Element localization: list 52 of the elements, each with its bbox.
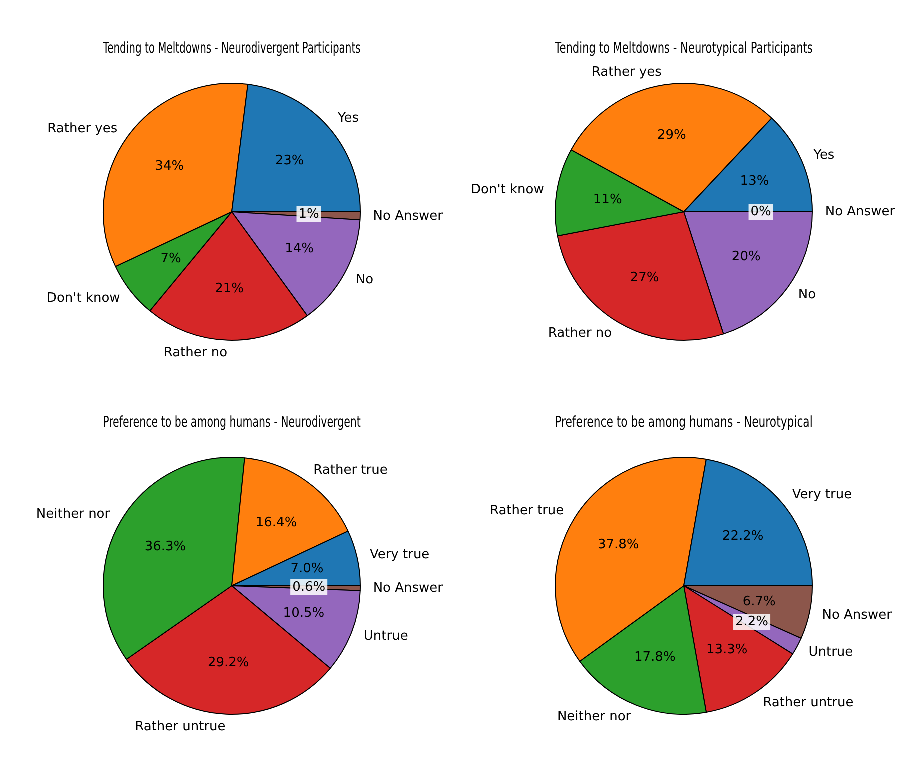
data-label: 20% [732, 250, 761, 265]
slice-label: No Answer [373, 208, 444, 224]
data-label: 7% [160, 252, 182, 267]
chart-title: Tending to Meltdowns - Neurotypical Participants [554, 40, 814, 58]
data-label: 27% [630, 270, 660, 286]
slice-label: Untrue [808, 644, 854, 660]
data-label: 29.2% [208, 655, 250, 670]
text: 0% [750, 204, 772, 220]
slice-label: Yes [337, 110, 360, 126]
data-label: 23% [275, 153, 304, 168]
slice-label: Rather no [548, 326, 612, 342]
slice-label: No Answer [822, 608, 893, 623]
data-label: 11% [593, 192, 622, 208]
data-label: 21% [215, 281, 244, 296]
data-label: 16.4% [256, 515, 298, 530]
data-label: 17.8% [634, 650, 676, 665]
data-label: 2.2% [736, 614, 769, 630]
slice-label: Rather yes [592, 64, 662, 80]
data-label: 22.2% [722, 528, 764, 544]
slice-label: Rather true [314, 462, 388, 478]
slice-label: No Answer [373, 581, 444, 596]
data-label: 36.3% [144, 539, 186, 554]
data-label: 6.7% [742, 594, 776, 610]
slice-label: Untrue [364, 629, 408, 644]
data-label: 13% [740, 174, 770, 189]
slice-label: Rather no [164, 346, 228, 361]
chart-title: Preference to be among humans - Neurodivergent [103, 414, 361, 432]
data-label: 34% [155, 159, 184, 174]
data-label: 7.0% [290, 562, 324, 577]
chart-title: Preference to be among humans - Neurotypical [555, 414, 813, 432]
data-label: 10.5% [283, 606, 325, 622]
slice-label: Don't know [46, 291, 121, 306]
slice-label: Rather untrue [763, 696, 854, 711]
slice-label: Rather yes [48, 121, 118, 136]
slice-label: No [356, 272, 374, 288]
data-label: 1% [298, 206, 320, 222]
slice-label: Neither nor [36, 506, 111, 522]
category-label: No Answer [825, 204, 896, 220]
slice-label: Neither nor [557, 709, 632, 724]
data-label: 29% [657, 128, 686, 144]
slice-label: Very true [370, 548, 430, 563]
slice-label: Yes [812, 148, 835, 164]
slice-label: Rather true [490, 503, 564, 518]
slice-label: Don't know [471, 182, 545, 198]
slice-label: Rather untrue [135, 720, 226, 735]
data-label: 0.6% [292, 580, 326, 595]
data-label: 14% [285, 242, 314, 257]
slice-label: Very true [792, 488, 852, 503]
data-label: 37.8% [598, 537, 640, 552]
chart-title: Tending to Meltdowns - Neurodivergent Participants [102, 40, 361, 58]
data-label: 13.3% [706, 642, 748, 658]
slice-label: No [798, 287, 816, 302]
